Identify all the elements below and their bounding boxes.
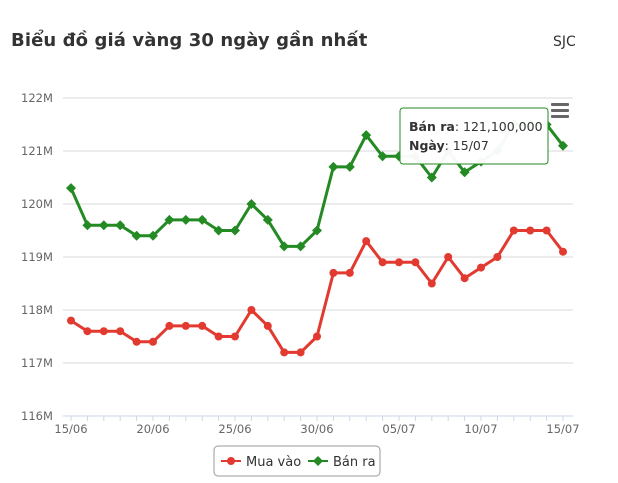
- buy-price-point: [263, 321, 272, 330]
- tooltip-value: 121,100,000: [463, 119, 543, 134]
- chart-header: Biểu đồ giá vàng 30 ngày gần nhất SJC: [0, 0, 618, 80]
- sell-price-point: [262, 214, 273, 225]
- x-tick-label: 25/06: [218, 422, 251, 436]
- buy-price-point: [477, 263, 485, 272]
- sell-price-point: [558, 140, 568, 151]
- sell-price-point: [82, 220, 93, 231]
- hamburger-menu-icon: [551, 103, 569, 118]
- buy-price-point: [280, 348, 289, 357]
- buy-price-point: [395, 258, 403, 267]
- chart-title: Biểu đồ giá vàng 30 ngày gần nhất: [11, 30, 368, 51]
- sell-price-point: [279, 241, 290, 252]
- tooltip-line-date: Ngày: 15/07: [409, 138, 489, 153]
- buy-price-point: [296, 348, 305, 357]
- buy-price-point: [313, 332, 321, 341]
- sell-price-point: [180, 214, 191, 225]
- sell-price-point: [131, 230, 142, 241]
- buy-price-point: [231, 332, 239, 341]
- legend-buy-label: Mua vào: [246, 455, 301, 470]
- buy-price-point: [99, 327, 108, 336]
- buy-price-point: [165, 321, 174, 330]
- buy-price-point: [345, 268, 354, 277]
- sell-price-point: [459, 167, 470, 178]
- sell-price-point: [213, 225, 224, 236]
- legend: Mua vào Bán ra: [213, 445, 381, 477]
- sell-price-point: [312, 225, 322, 236]
- buy-price-point: [411, 258, 420, 267]
- y-axis-tick-labels: 116M 117M 118M 119M 120M 121M 122M: [21, 91, 53, 423]
- tooltip-date-label: Ngày: [409, 138, 445, 153]
- buy-price-point: [181, 321, 190, 330]
- x-tick-label: 05/07: [382, 422, 415, 436]
- buy-price-point: [67, 316, 75, 325]
- buy-price-point: [427, 279, 436, 288]
- buy-price-point: [132, 337, 141, 346]
- x-tick-label: 15/06: [54, 422, 87, 436]
- tooltip-box: [399, 107, 549, 165]
- buy-price-point: [214, 332, 223, 341]
- x-tick-label: 20/06: [136, 422, 169, 436]
- buy-price-point: [198, 321, 207, 330]
- x-tick-label: 15/07: [546, 422, 579, 436]
- y-tick-label: 117M: [21, 356, 53, 370]
- buy-price-point: [493, 253, 502, 261]
- x-tick-label: 10/07: [464, 422, 497, 436]
- legend-sell-marker: [313, 456, 323, 466]
- legend-sell-label: Bán ra: [333, 455, 376, 470]
- tooltip-colon: :: [455, 119, 463, 134]
- sell-price-point: [115, 220, 126, 231]
- tooltip-date: 15/07: [453, 138, 489, 153]
- sell-price-point: [295, 241, 306, 252]
- buy-price-point: [83, 327, 92, 336]
- chart-menu-button[interactable]: [546, 99, 574, 121]
- tooltip-line-value: Bán ra: 121,100,000: [409, 119, 543, 134]
- buy-price-point: [149, 337, 157, 346]
- buy-price-point: [509, 226, 518, 235]
- tooltip-series-label: Bán ra: [409, 119, 455, 134]
- sell-price-point: [98, 220, 109, 231]
- sell-price-point: [148, 230, 158, 241]
- sell-price-point: [230, 225, 240, 236]
- legend-item-buy[interactable]: Mua vào: [221, 455, 301, 470]
- y-tick-label: 121M: [21, 144, 53, 158]
- sell-price-point: [66, 183, 76, 194]
- y-tick-label: 118M: [21, 303, 53, 317]
- tooltip-colon: :: [445, 138, 453, 153]
- tooltip: Bán ra: 121,100,000 Ngày: 15/07: [399, 107, 549, 165]
- buy-price-point: [559, 247, 567, 256]
- buy-price-point: [542, 226, 551, 235]
- buy-price-point: [116, 327, 125, 336]
- sell-price-point: [377, 151, 388, 162]
- sell-price-point: [328, 161, 339, 172]
- legend-buy-marker: [227, 457, 235, 465]
- y-tick-label: 120M: [21, 197, 53, 211]
- buy-price-point: [362, 237, 371, 246]
- buy-price-point: [378, 258, 387, 267]
- sell-price-point: [426, 172, 437, 183]
- sell-price-point: [361, 130, 372, 141]
- legend-item-sell[interactable]: Bán ra: [308, 455, 376, 470]
- grid-lines: [63, 97, 573, 364]
- buy-price-point: [460, 274, 469, 283]
- source-label: SJC: [553, 34, 576, 50]
- legend-box: [213, 445, 381, 477]
- y-tick-label: 116M: [21, 409, 53, 423]
- y-tick-label: 119M: [21, 250, 53, 264]
- sell-price-point: [246, 199, 257, 209]
- sell-price-point: [164, 214, 175, 225]
- buy-price-point: [444, 253, 453, 261]
- x-tick-label: 30/06: [300, 422, 333, 436]
- buy-price-point: [247, 306, 256, 314]
- sell-price-point: [344, 161, 355, 172]
- sell-price-point: [197, 214, 208, 225]
- x-axis: 15/06 20/06 25/06 30/06 05/07 10/07 15/07: [54, 415, 580, 436]
- buy-price-point: [329, 268, 338, 277]
- y-tick-label: 122M: [21, 91, 53, 105]
- buy-price-point: [526, 226, 535, 235]
